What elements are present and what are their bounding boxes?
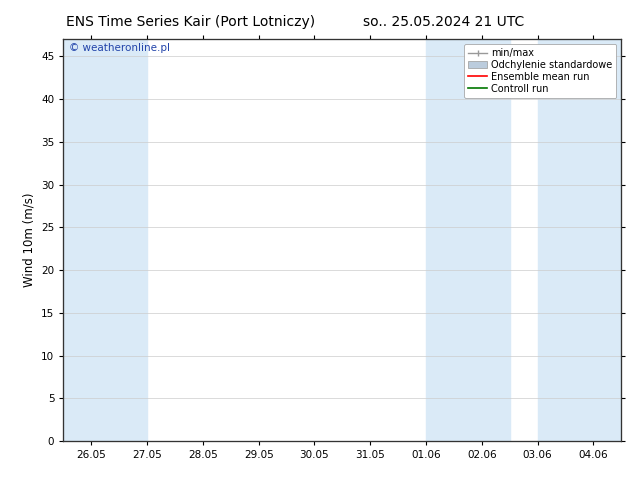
- Legend: min/max, Odchylenie standardowe, Ensemble mean run, Controll run: min/max, Odchylenie standardowe, Ensembl…: [464, 44, 616, 98]
- Text: © weatheronline.pl: © weatheronline.pl: [69, 43, 170, 53]
- Y-axis label: Wind 10m (m/s): Wind 10m (m/s): [23, 193, 36, 287]
- Text: ENS Time Series Kair (Port Lotniczy): ENS Time Series Kair (Port Lotniczy): [66, 15, 314, 29]
- Bar: [538, 39, 621, 441]
- Text: so.. 25.05.2024 21 UTC: so.. 25.05.2024 21 UTC: [363, 15, 524, 29]
- Bar: [426, 39, 510, 441]
- Bar: [63, 39, 147, 441]
